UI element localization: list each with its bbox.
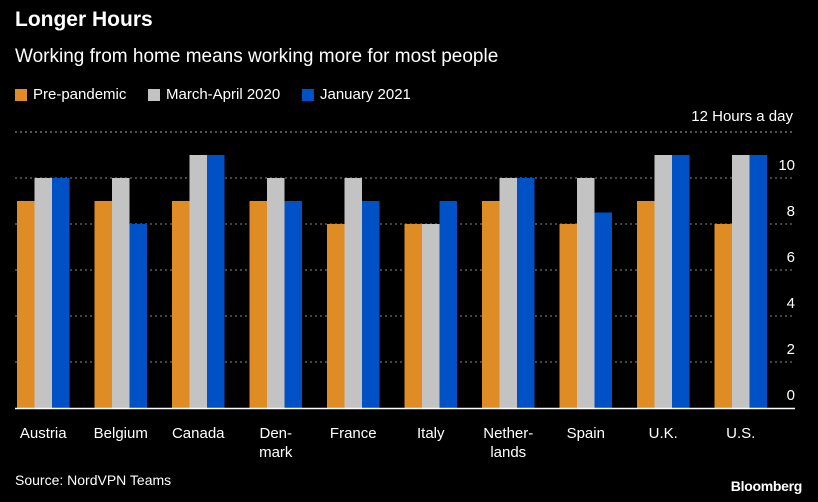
source-note: Source: NordVPN Teams <box>15 472 172 488</box>
y-tick-label: 6 <box>787 249 795 266</box>
chart-subtitle: Working from home means working more for… <box>15 46 499 67</box>
bar <box>344 178 362 408</box>
legend-swatch <box>15 88 27 101</box>
x-tick-label: Austria <box>19 425 67 442</box>
x-tick-label: France <box>329 425 377 442</box>
bar <box>249 201 267 408</box>
bar <box>129 224 147 408</box>
bar <box>17 201 35 408</box>
x-tick-label: U.K. <box>648 425 678 442</box>
x-tick-label: Den-mark <box>259 425 293 461</box>
bar <box>749 155 767 408</box>
bar <box>637 201 655 408</box>
x-tick-label: Italy <box>416 425 445 442</box>
legend-item: Pre-pandemic <box>15 86 126 103</box>
bar <box>267 178 285 408</box>
y-tick-label: 2 <box>787 341 795 358</box>
legend-swatch <box>148 88 160 101</box>
bar <box>207 155 225 408</box>
bar <box>94 201 112 408</box>
bar <box>517 178 535 408</box>
legend-item: January 2021 <box>302 86 411 103</box>
bar <box>499 178 517 408</box>
x-tick-label: Canada <box>171 425 225 442</box>
x-tick-label: Nether-lands <box>483 425 534 461</box>
legend-label: Pre-pandemic <box>33 86 127 103</box>
y-tick-label: 8 <box>787 203 795 220</box>
y-tick-label: 0 <box>787 387 795 404</box>
bar <box>34 178 52 408</box>
bar <box>672 155 690 408</box>
bar <box>284 201 302 408</box>
bar <box>327 224 345 408</box>
x-tick-label: U.S. <box>726 425 756 442</box>
legend-item: March-April 2020 <box>148 86 280 103</box>
bar <box>422 224 440 408</box>
bloomberg-logo: Bloomberg <box>730 478 803 494</box>
bar <box>594 212 612 408</box>
bar <box>559 224 577 408</box>
legend-swatch <box>302 88 314 101</box>
bar <box>404 224 422 408</box>
legend-label: March-April 2020 <box>166 86 281 103</box>
bar <box>172 201 190 408</box>
bar <box>52 178 70 408</box>
y-tick-label: 4 <box>787 295 795 312</box>
x-tick-label: Spain <box>566 425 605 442</box>
legend-label: January 2021 <box>320 86 411 103</box>
bar <box>714 224 732 408</box>
bar <box>482 201 500 408</box>
x-tick-label: Belgium <box>93 425 148 442</box>
bar <box>362 201 380 408</box>
bar <box>732 155 750 408</box>
chart-title: Longer Hours <box>15 8 153 31</box>
y-tick-label: 10 <box>778 157 795 174</box>
bar <box>654 155 672 408</box>
bar <box>112 178 130 408</box>
bar <box>577 178 595 408</box>
y-axis-unit-label: 12 Hours a day <box>691 108 793 125</box>
bar <box>439 201 457 408</box>
bar <box>189 155 207 408</box>
